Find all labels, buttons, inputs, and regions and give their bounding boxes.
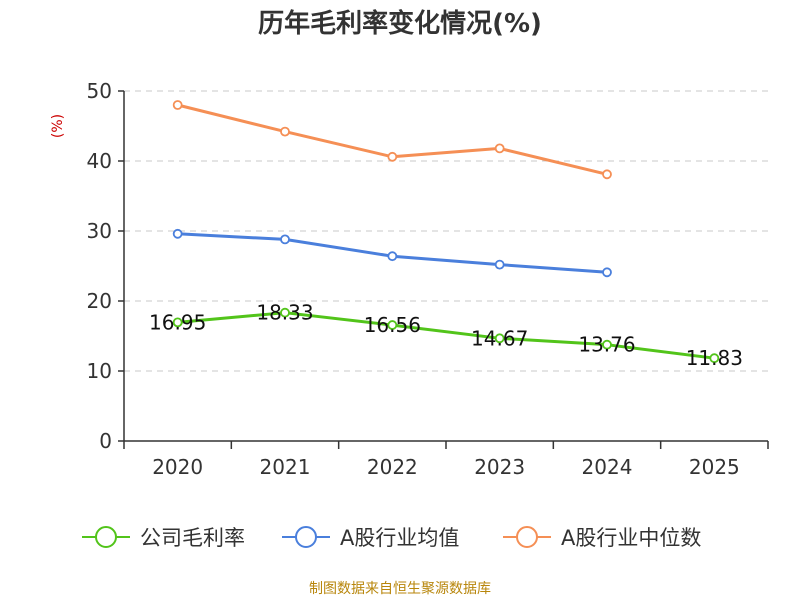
y-tick-label: 40 <box>87 149 112 173</box>
axes: 0 10 20 30 40 50 2020 2021 2022 2023 2024 2025 <box>87 79 769 479</box>
source-note: 制图数据来自恒生聚源数据库 <box>309 581 491 597</box>
data-point[interactable] <box>387 251 398 262</box>
series-line-0 <box>177 311 715 360</box>
y-axis-unit: (%) <box>50 114 66 138</box>
data-label: 14.67 <box>471 326 528 350</box>
data-point[interactable] <box>494 259 505 270</box>
y-tick-label: 0 <box>99 429 112 453</box>
x-tick-label: 2025 <box>689 455 740 479</box>
y-tick-label: 50 <box>87 79 112 103</box>
data-label: 13.76 <box>578 333 635 357</box>
y-tick-label: 10 <box>87 359 112 383</box>
data-point[interactable] <box>387 151 398 162</box>
data-label: 16.56 <box>364 313 421 337</box>
series-line-2 <box>177 103 608 176</box>
data-point[interactable] <box>494 333 505 344</box>
data-point[interactable] <box>172 100 183 110</box>
data-point[interactable] <box>602 169 612 180</box>
data-point[interactable] <box>602 267 612 278</box>
legend-label-0[interactable]: 公司毛利率 <box>140 526 245 550</box>
series-lines <box>172 100 720 364</box>
data-point[interactable] <box>280 234 290 245</box>
data-point[interactable] <box>602 339 612 350</box>
legend: 公司毛利率 A股行业均值 A股行业中位数 <box>82 526 701 550</box>
data-label: 16.95 <box>149 310 206 334</box>
y-tick-label: 20 <box>87 289 112 313</box>
x-tick-label: 2022 <box>367 455 418 479</box>
data-label: 11.83 <box>686 346 743 370</box>
grid-lines <box>124 90 768 372</box>
data-point[interactable] <box>172 317 183 328</box>
x-tick-label: 2023 <box>474 455 525 479</box>
x-tick-label: 2020 <box>152 455 203 479</box>
data-point[interactable] <box>494 143 505 154</box>
data-point[interactable] <box>280 307 290 318</box>
legend-marker-0 <box>95 526 117 548</box>
chart-title: 历年毛利率变化情况(%) <box>258 8 542 39</box>
data-labels: 16.95 18.33 16.56 14.67 13.76 11.83 <box>149 301 743 371</box>
data-point[interactable] <box>280 126 290 137</box>
data-label: 18.33 <box>256 301 313 325</box>
legend-marker-2 <box>516 526 538 548</box>
legend-label-1[interactable]: A股行业均值 <box>340 526 459 550</box>
data-point[interactable] <box>172 228 183 239</box>
legend-label-2[interactable]: A股行业中位数 <box>561 526 701 550</box>
y-tick-label: 30 <box>87 219 112 243</box>
legend-marker-1 <box>295 526 317 548</box>
data-point[interactable] <box>387 320 398 330</box>
x-tick-label: 2024 <box>582 455 633 479</box>
data-point[interactable] <box>709 353 720 364</box>
x-tick-label: 2021 <box>260 455 311 479</box>
